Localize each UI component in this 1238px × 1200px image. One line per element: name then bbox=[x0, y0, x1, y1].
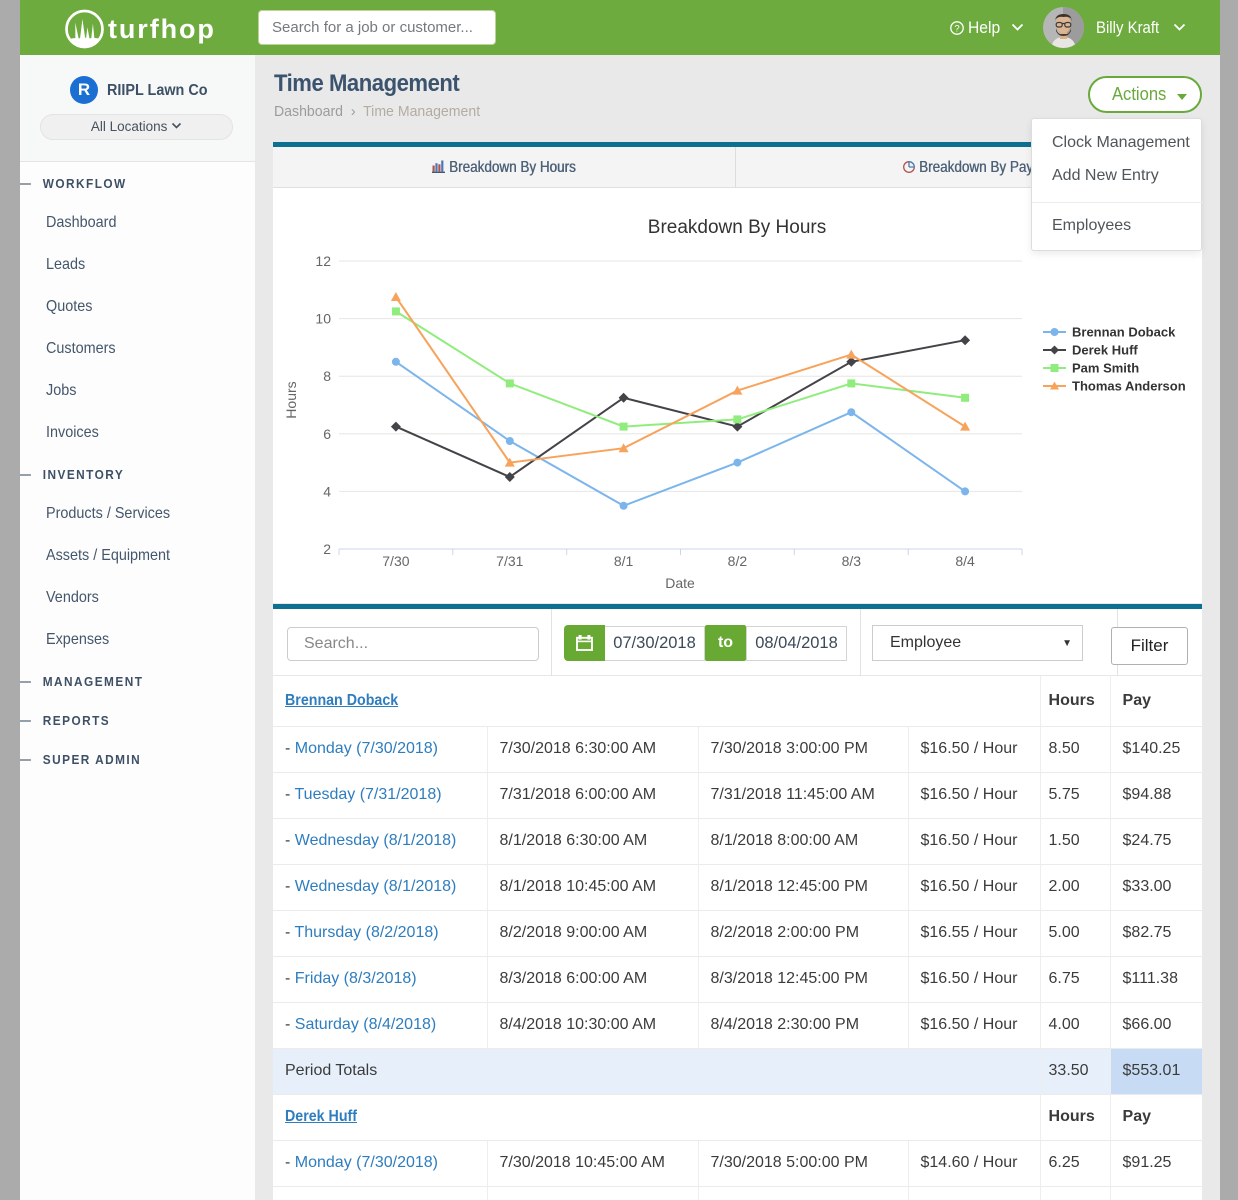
svg-text:7/30: 7/30 bbox=[382, 553, 409, 569]
svg-text:Derek Huff: Derek Huff bbox=[1072, 343, 1138, 358]
svg-text:4: 4 bbox=[323, 483, 331, 499]
svg-text:Hours: Hours bbox=[283, 381, 299, 418]
svg-text:8/3: 8/3 bbox=[842, 553, 862, 569]
svg-text:Brennan Doback: Brennan Doback bbox=[1072, 325, 1176, 340]
svg-text:Thomas Anderson: Thomas Anderson bbox=[1072, 379, 1186, 394]
svg-text:8: 8 bbox=[323, 368, 331, 384]
svg-text:8/1: 8/1 bbox=[614, 553, 634, 569]
svg-text:8/2: 8/2 bbox=[728, 553, 748, 569]
svg-text:7/31: 7/31 bbox=[496, 553, 523, 569]
svg-text:Breakdown By Hours: Breakdown By Hours bbox=[648, 217, 826, 238]
svg-text:12: 12 bbox=[315, 253, 331, 269]
svg-text:8/4: 8/4 bbox=[955, 553, 975, 569]
svg-text:?: ? bbox=[954, 24, 959, 35]
svg-text:2: 2 bbox=[323, 541, 331, 557]
svg-text:10: 10 bbox=[315, 311, 331, 327]
svg-text:Pam Smith: Pam Smith bbox=[1072, 361, 1139, 376]
svg-text:6: 6 bbox=[323, 426, 331, 442]
svg-text:Date: Date bbox=[665, 575, 695, 591]
